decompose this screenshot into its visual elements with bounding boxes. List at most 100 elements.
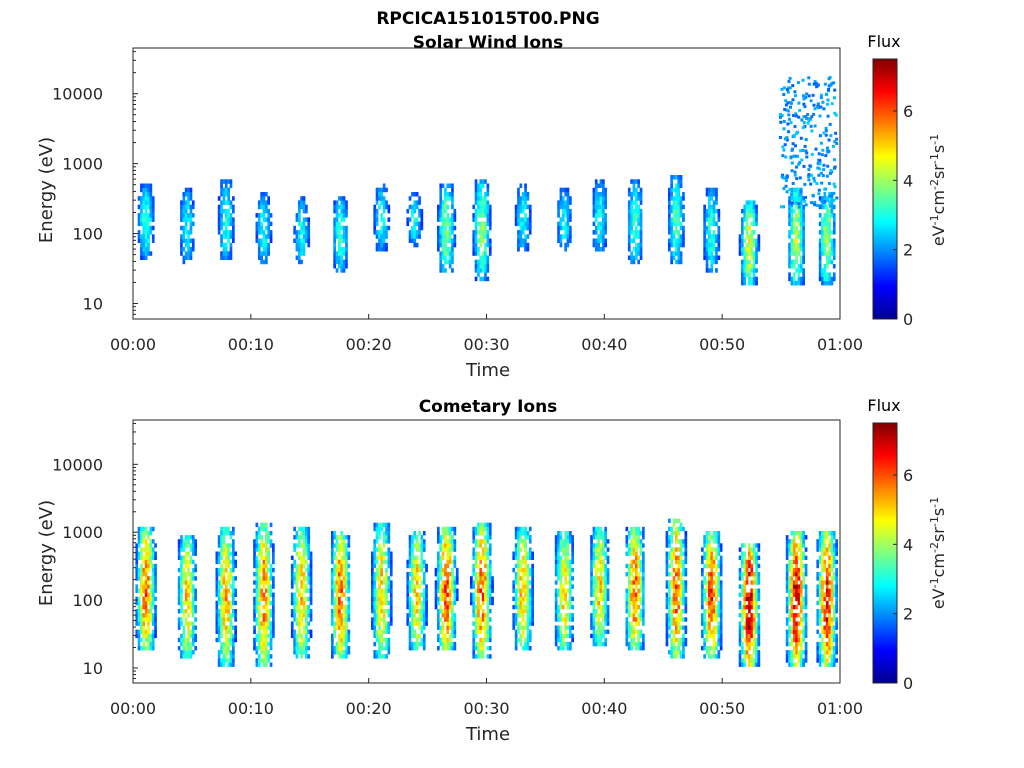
flux-cell [140, 242, 143, 248]
flux-cell [632, 200, 636, 205]
flux-cell [830, 259, 834, 265]
flux-cell [265, 547, 268, 552]
flux-cell [333, 609, 336, 614]
flux-cell [528, 217, 532, 222]
flux-cell [627, 572, 631, 577]
flux-cell [557, 225, 560, 231]
flux-cell [347, 539, 351, 544]
flux-cell [792, 280, 796, 286]
flux-cell [677, 200, 681, 205]
flux-cell [154, 580, 157, 585]
flux-cell [604, 543, 607, 548]
flux-cell [675, 259, 678, 265]
flux-cell [335, 600, 339, 606]
flux-cell [479, 234, 483, 239]
flux-cell [517, 567, 520, 573]
flux-cell [789, 193, 793, 197]
flux-cell [224, 617, 228, 622]
flux-cell [703, 251, 706, 256]
flux-cell [818, 242, 822, 248]
flux-cell [484, 268, 487, 273]
flux-cell [559, 531, 563, 536]
flux-cell [668, 572, 671, 577]
flux-cell [135, 543, 139, 548]
flux-cell [387, 522, 391, 528]
flux-cell [298, 543, 301, 548]
flux-cell [569, 559, 572, 565]
flux-cell [265, 629, 268, 634]
flux-cell [182, 547, 186, 552]
flux-cell [217, 535, 221, 540]
flux-cell [675, 183, 678, 188]
flux-cell [265, 247, 268, 252]
flux-cell [741, 259, 744, 265]
flux-cell [373, 539, 377, 544]
flux-cell [514, 592, 518, 597]
flux-cell [147, 596, 150, 602]
flux-cell [415, 217, 419, 222]
flux-cell [561, 584, 565, 589]
flux-cell [253, 580, 256, 585]
flux-cell [808, 164, 812, 168]
flux-cell [257, 646, 261, 651]
flux-cell [151, 641, 155, 647]
flux-cell [524, 225, 527, 231]
flux-cell [305, 625, 308, 630]
flux-cell [446, 547, 450, 552]
flux-cell [385, 625, 388, 630]
flux-cell [135, 596, 139, 602]
flux-cell [486, 576, 490, 581]
flux-cell [639, 200, 643, 205]
flux-cell [799, 190, 803, 194]
flux-cell [793, 173, 797, 177]
flux-cell [255, 234, 259, 239]
flux-cell [413, 633, 417, 639]
flux-cell [472, 539, 476, 544]
flux-cell [519, 600, 523, 606]
flux-cell [604, 213, 607, 218]
flux-cell [627, 213, 631, 218]
flux-cell [347, 563, 351, 569]
flux-cell [592, 629, 596, 634]
colorbar-tick-label: 2 [903, 241, 913, 260]
flux-cell [448, 543, 452, 548]
flux-cell [437, 526, 440, 532]
flux-cell [227, 221, 230, 227]
flux-cell [149, 600, 153, 606]
flux-cell [519, 563, 523, 569]
flux-cell [451, 259, 454, 265]
flux-cell [439, 563, 443, 569]
flux-cell [472, 234, 476, 239]
flux-cell [554, 547, 558, 552]
flux-cell [305, 225, 308, 231]
flux-cell [486, 580, 490, 585]
flux-cell [154, 567, 157, 573]
flux-cell [446, 526, 450, 532]
flux-cell [378, 572, 381, 577]
flux-cell [227, 526, 230, 532]
flux-cell [712, 242, 716, 248]
flux-cell [792, 217, 796, 222]
flux-cell [813, 80, 817, 84]
flux-cell [752, 221, 756, 227]
flux-cell [752, 276, 756, 282]
flux-cell [302, 563, 306, 569]
flux-cell [675, 580, 678, 585]
flux-cell [371, 567, 374, 573]
flux-cell [135, 588, 139, 593]
flux-cell [265, 522, 268, 528]
flux-cell [826, 146, 829, 150]
flux-cell [800, 118, 804, 122]
flux-cell [528, 555, 532, 560]
flux-cell [222, 230, 226, 235]
flux-cell [557, 230, 560, 235]
flux-cell [606, 596, 610, 602]
flux-cell [347, 633, 351, 639]
flux-cell [335, 580, 339, 585]
flux-cell [265, 563, 268, 569]
flux-cell [825, 280, 829, 286]
flux-cell [592, 200, 596, 205]
flux-cell [592, 196, 596, 201]
flux-cell [305, 613, 308, 618]
flux-cell [514, 621, 518, 626]
